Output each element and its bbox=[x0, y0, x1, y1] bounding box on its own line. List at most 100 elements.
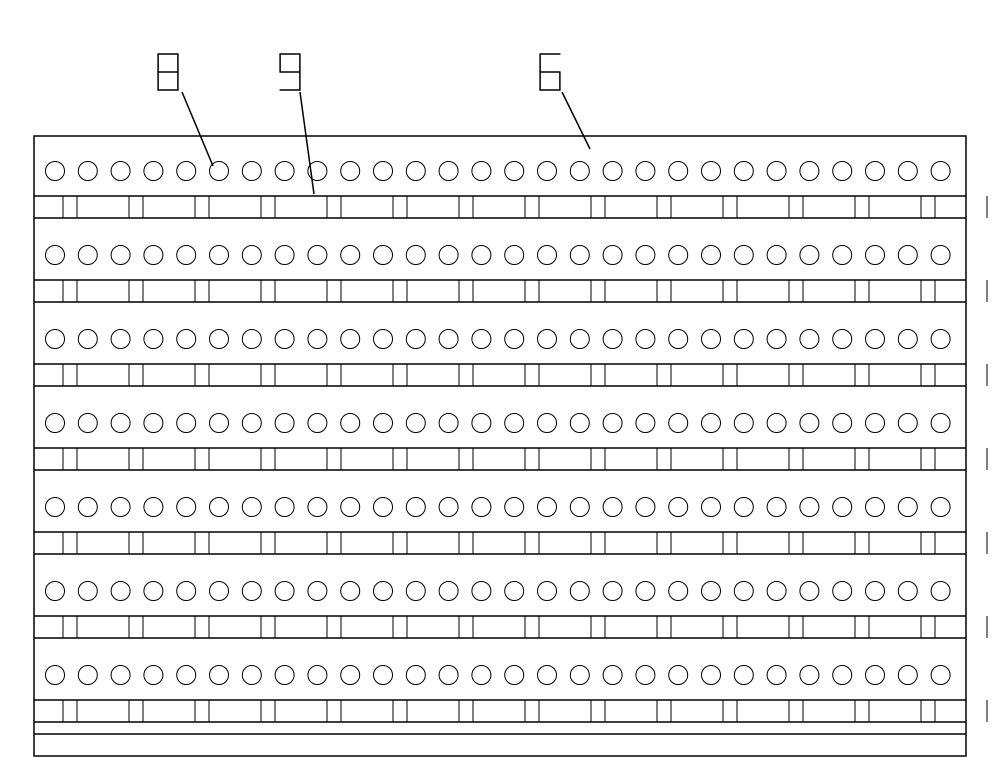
hole-circle bbox=[866, 498, 885, 517]
hole-circle bbox=[800, 582, 819, 601]
hole-circle bbox=[177, 582, 196, 601]
hole-circle bbox=[341, 246, 360, 265]
hole-circle bbox=[931, 666, 950, 685]
hole-circle bbox=[505, 498, 524, 517]
hole-circle bbox=[767, 414, 786, 433]
hole-circle bbox=[406, 666, 425, 685]
hole-circle bbox=[538, 246, 557, 265]
hole-circle bbox=[866, 414, 885, 433]
hole-circle bbox=[308, 666, 327, 685]
hole-circle bbox=[78, 582, 97, 601]
hole-circle bbox=[439, 666, 458, 685]
hole-circle bbox=[439, 498, 458, 517]
hole-circle bbox=[603, 582, 622, 601]
hole-circle bbox=[341, 498, 360, 517]
hole-circle bbox=[46, 162, 65, 181]
hole-circle bbox=[931, 162, 950, 181]
hole-circle bbox=[767, 162, 786, 181]
hole-circle bbox=[242, 666, 261, 685]
hole-circle bbox=[472, 498, 491, 517]
hole-circle bbox=[570, 246, 589, 265]
hole-circle bbox=[603, 162, 622, 181]
hole-circle bbox=[636, 330, 655, 349]
hole-circle bbox=[898, 330, 917, 349]
hole-circle bbox=[702, 414, 721, 433]
hole-circle bbox=[538, 666, 557, 685]
hole-circle bbox=[866, 246, 885, 265]
hole-circle bbox=[78, 498, 97, 517]
hole-circle bbox=[866, 666, 885, 685]
hole-circle bbox=[374, 330, 393, 349]
callout-line-6 bbox=[562, 92, 590, 149]
hole-circle bbox=[669, 414, 688, 433]
hole-circle bbox=[636, 246, 655, 265]
hole-circle bbox=[242, 330, 261, 349]
hole-circle bbox=[702, 498, 721, 517]
hole-circle bbox=[734, 330, 753, 349]
hole-circle bbox=[308, 582, 327, 601]
hole-circle bbox=[866, 582, 885, 601]
hole-circle bbox=[406, 414, 425, 433]
hole-circle bbox=[800, 246, 819, 265]
hole-circle bbox=[636, 162, 655, 181]
hole-circle bbox=[734, 414, 753, 433]
hole-circle bbox=[472, 162, 491, 181]
hole-circle bbox=[734, 246, 753, 265]
hole-circle bbox=[866, 162, 885, 181]
hole-circle bbox=[374, 582, 393, 601]
hole-circle bbox=[275, 666, 294, 685]
hole-circle bbox=[898, 498, 917, 517]
hole-circle bbox=[734, 162, 753, 181]
hole-circle bbox=[570, 582, 589, 601]
hole-circle bbox=[374, 162, 393, 181]
hole-circle bbox=[505, 414, 524, 433]
hole-circle bbox=[603, 414, 622, 433]
hole-circle bbox=[308, 414, 327, 433]
hole-circle bbox=[833, 666, 852, 685]
hole-circle bbox=[636, 498, 655, 517]
hole-circle bbox=[767, 330, 786, 349]
hole-circle bbox=[406, 330, 425, 349]
hole-circle bbox=[144, 330, 163, 349]
hole-circle bbox=[669, 666, 688, 685]
hole-circle bbox=[374, 246, 393, 265]
hole-circle bbox=[636, 666, 655, 685]
hole-circle bbox=[308, 330, 327, 349]
hole-circle bbox=[833, 498, 852, 517]
hole-circle bbox=[833, 246, 852, 265]
hole-circle bbox=[177, 162, 196, 181]
hole-circle bbox=[898, 162, 917, 181]
hole-circle bbox=[275, 330, 294, 349]
hole-circle bbox=[800, 414, 819, 433]
hole-circle bbox=[931, 330, 950, 349]
hole-circle bbox=[46, 666, 65, 685]
hole-circle bbox=[144, 498, 163, 517]
hole-circle bbox=[538, 582, 557, 601]
hole-circle bbox=[603, 666, 622, 685]
hole-circle bbox=[275, 414, 294, 433]
hole-circle bbox=[669, 582, 688, 601]
hole-circle bbox=[374, 666, 393, 685]
hole-circle bbox=[78, 162, 97, 181]
hole-circle bbox=[931, 498, 950, 517]
hole-circle bbox=[669, 246, 688, 265]
hole-circle bbox=[210, 582, 229, 601]
hole-circle bbox=[603, 330, 622, 349]
hole-circle bbox=[898, 666, 917, 685]
hole-circle bbox=[538, 162, 557, 181]
hole-circle bbox=[144, 246, 163, 265]
hole-circle bbox=[505, 330, 524, 349]
hole-circle bbox=[111, 246, 130, 265]
hole-circle bbox=[242, 246, 261, 265]
hole-circle bbox=[46, 330, 65, 349]
hole-circle bbox=[210, 414, 229, 433]
hole-circle bbox=[570, 666, 589, 685]
hole-circle bbox=[177, 498, 196, 517]
hole-circle bbox=[931, 246, 950, 265]
hole-circle bbox=[111, 582, 130, 601]
hole-circle bbox=[702, 582, 721, 601]
hole-circle bbox=[46, 246, 65, 265]
hole-circle bbox=[144, 666, 163, 685]
hole-circle bbox=[406, 246, 425, 265]
hole-circle bbox=[898, 246, 917, 265]
